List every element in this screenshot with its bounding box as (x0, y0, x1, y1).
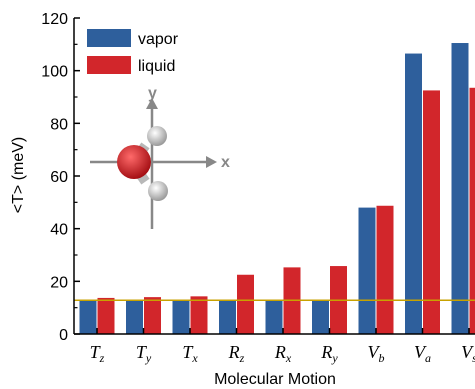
y-tick-label: 60 (50, 169, 68, 186)
y-tick-label: 0 (59, 327, 68, 344)
bar-liquid-Rz (237, 274, 254, 334)
bar-vapor-Tz (79, 299, 97, 334)
y-tick-label: 120 (41, 11, 68, 28)
bar-liquid-Ty (144, 297, 161, 334)
x-tick-label-Tz: Tz (90, 342, 105, 365)
legend-label-vapor: vapor (138, 31, 179, 48)
bar-vapor-Vb (358, 207, 376, 334)
x-tick-label-Ty: Ty (136, 342, 152, 365)
bar-vapor-Va (405, 53, 422, 335)
y-tick-label: 80 (50, 116, 68, 133)
bar-liquid-Tx (190, 296, 208, 334)
legend: vapor liquid (87, 29, 179, 75)
oxygen-atom (117, 145, 151, 179)
y-tick-label: 40 (50, 222, 68, 239)
bar-liquid-Va (423, 90, 440, 335)
x-tick-label-Rz: Rz (228, 342, 245, 365)
bar-liquid-Vb (376, 205, 394, 334)
hydrogen-atom-upper (147, 126, 167, 146)
x-tick-label-Vb: Vb (368, 342, 385, 365)
bar-vapor-Tx (172, 299, 190, 334)
bar-vapor-Rz (219, 299, 236, 334)
hydrogen-atom-lower (148, 181, 168, 201)
inset-y-label: y (148, 85, 157, 102)
y-axis-title: <T> (meV) (10, 137, 27, 213)
legend-swatch-liquid (87, 56, 131, 74)
inset-y-arrow-icon (146, 98, 158, 109)
bar-liquid-Tz (97, 297, 115, 334)
y-ticks-group: 0 20 40 60 80 100 120 (41, 11, 80, 344)
x-tick-label-Vs: Vs (461, 342, 475, 365)
x-tick-label-Va: Va (414, 342, 431, 365)
x-tick-label-Tx: Tx (182, 342, 198, 365)
bar-vapor-Rx (265, 299, 283, 334)
x-axis-title: Molecular Motion (214, 371, 336, 388)
inset-x-label: x (221, 154, 230, 171)
water-molecule-inset: x y (90, 85, 230, 229)
x-tick-label-Ry: Ry (320, 342, 338, 365)
x-tick-label-Rx: Rx (274, 342, 292, 365)
y-tick-label: 100 (41, 64, 68, 81)
legend-swatch-vapor (87, 29, 131, 47)
x-category-labels: Tz Ty Tx Rz Rx Ry Vb Va Vs (90, 328, 475, 365)
bars-group (79, 43, 475, 335)
bar-liquid-Vs (469, 87, 475, 335)
bar-vapor-Ty (126, 299, 143, 334)
inset-x-arrow-icon (206, 156, 217, 168)
bar-vapor-Ry (312, 299, 329, 334)
y-tick-label: 20 (50, 274, 68, 291)
legend-label-liquid: liquid (138, 58, 175, 75)
bar-vapor-Vs (451, 43, 469, 335)
